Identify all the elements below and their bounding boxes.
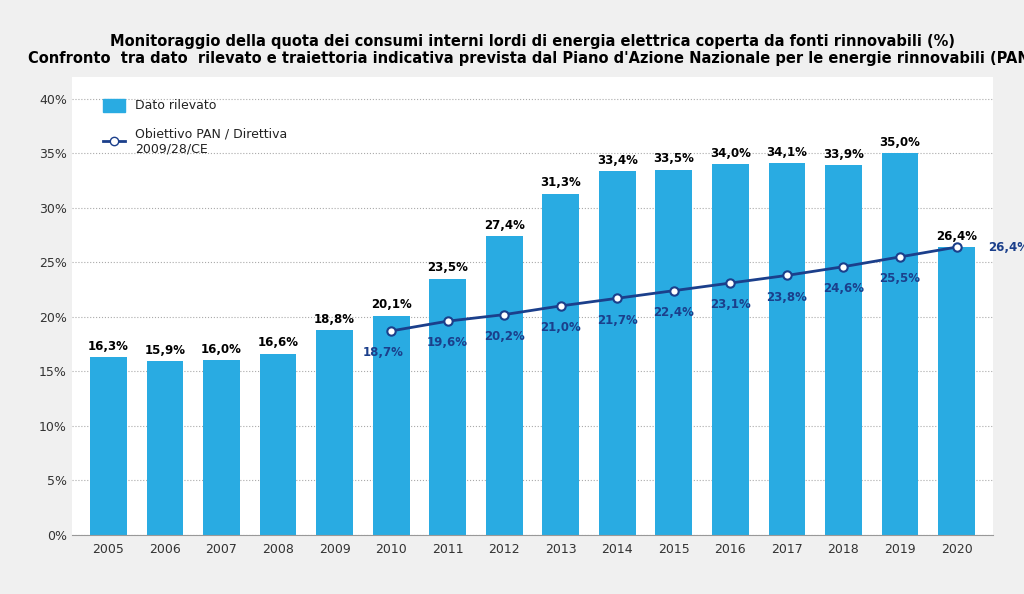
Bar	[146, 361, 183, 535]
Text: 24,6%: 24,6%	[823, 282, 864, 295]
Bar	[882, 153, 919, 535]
Bar	[938, 247, 975, 535]
Text: 20,2%: 20,2%	[483, 330, 524, 343]
Bar	[260, 354, 296, 535]
Text: 23,8%: 23,8%	[767, 290, 807, 304]
Title: Monitoraggio della quota dei consumi interni lordi di energia elettrica coperta : Monitoraggio della quota dei consumi int…	[29, 34, 1024, 67]
Text: 23,1%: 23,1%	[710, 298, 751, 311]
Text: 16,6%: 16,6%	[258, 336, 299, 349]
Text: 22,4%: 22,4%	[653, 306, 694, 319]
Text: 23,5%: 23,5%	[427, 261, 468, 274]
Bar	[485, 236, 522, 535]
Text: 15,9%: 15,9%	[144, 344, 185, 357]
Text: 16,3%: 16,3%	[88, 340, 129, 353]
Bar	[316, 330, 353, 535]
Text: 33,5%: 33,5%	[653, 153, 694, 166]
Bar	[90, 357, 127, 535]
Text: 26,4%: 26,4%	[987, 241, 1024, 254]
Text: 34,1%: 34,1%	[767, 146, 807, 159]
Text: 31,3%: 31,3%	[541, 176, 582, 189]
Bar	[769, 163, 805, 535]
Text: 26,4%: 26,4%	[936, 230, 977, 243]
Text: 27,4%: 27,4%	[483, 219, 524, 232]
Bar	[599, 171, 636, 535]
Text: 33,4%: 33,4%	[597, 153, 638, 166]
Text: 20,1%: 20,1%	[371, 298, 412, 311]
Text: 21,0%: 21,0%	[541, 321, 582, 334]
Text: 35,0%: 35,0%	[880, 136, 921, 149]
Text: 33,9%: 33,9%	[823, 148, 864, 161]
Bar	[825, 166, 862, 535]
Bar	[655, 170, 692, 535]
Bar	[203, 361, 240, 535]
Text: 21,7%: 21,7%	[597, 314, 638, 327]
Bar	[373, 316, 410, 535]
Text: 19,6%: 19,6%	[427, 336, 468, 349]
Text: 18,8%: 18,8%	[314, 312, 355, 326]
Legend: Dato rilevato, Obiettivo PAN / Direttiva
2009/28/CE: Dato rilevato, Obiettivo PAN / Direttiva…	[96, 93, 294, 162]
Text: 18,7%: 18,7%	[362, 346, 403, 359]
Text: 16,0%: 16,0%	[201, 343, 242, 356]
Text: 34,0%: 34,0%	[710, 147, 751, 160]
Bar	[543, 194, 580, 535]
Bar	[712, 165, 749, 535]
Bar	[429, 279, 466, 535]
Text: 25,5%: 25,5%	[880, 272, 921, 285]
